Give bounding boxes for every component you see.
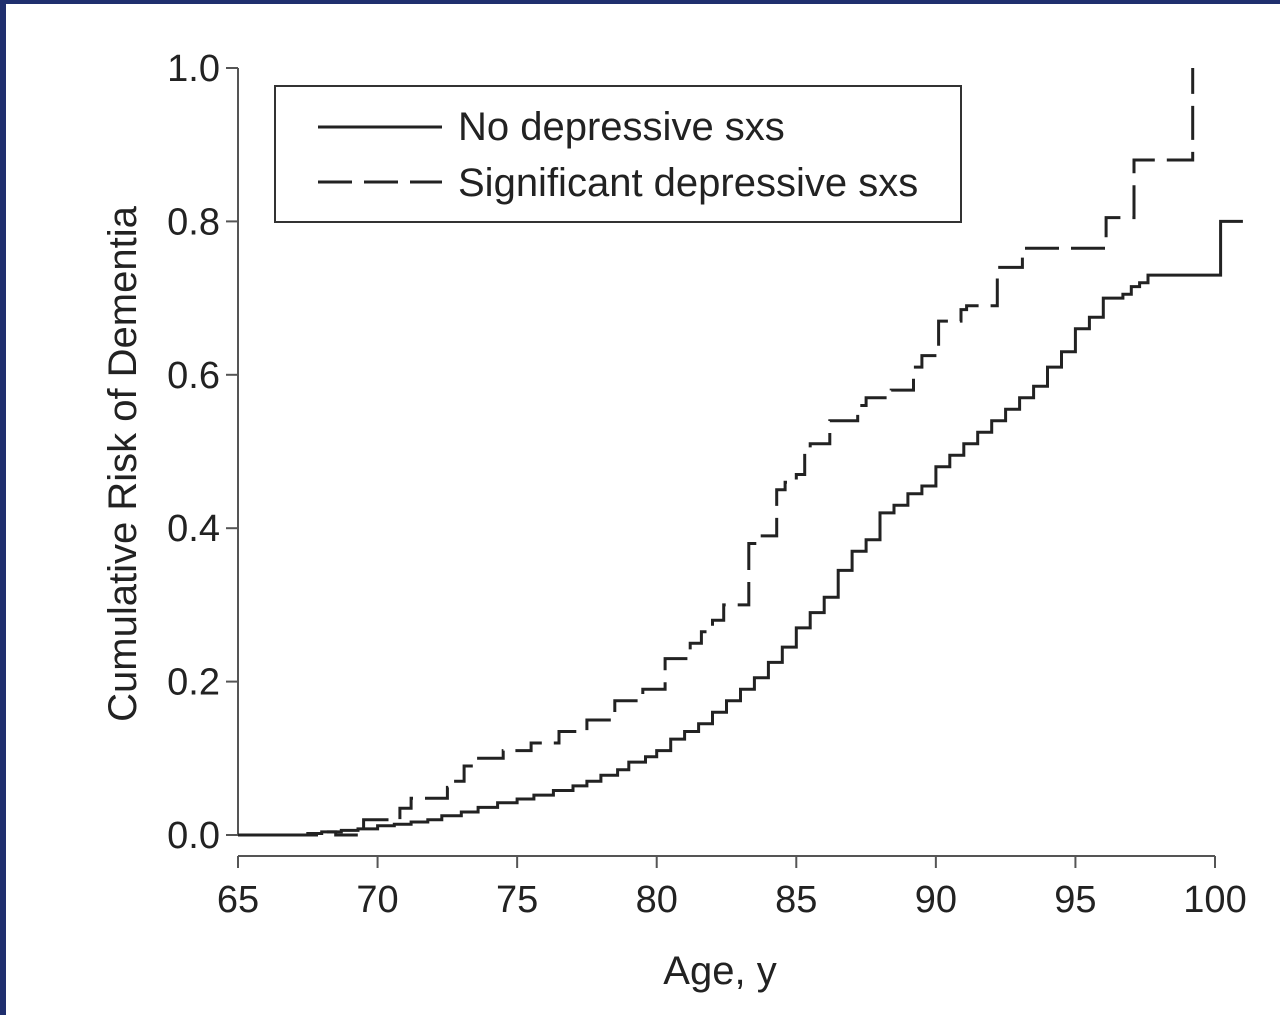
- series-layer: [238, 68, 1243, 837]
- axes: 0.0 0.2 0.4 0.6 0.8 1.0 65 70 75 80 85 90 95 100: [167, 48, 1247, 921]
- x-tick-label: 90: [915, 879, 957, 921]
- y-tick-label: 0.8: [167, 201, 220, 243]
- chart-panel: 0.0 0.2 0.4 0.6 0.8 1.0 65 70 75 80 85 90 95 100 No d…: [6, 4, 1280, 1015]
- legend-box: [274, 85, 962, 223]
- x-tick-label: 75: [496, 879, 538, 921]
- y-tick-label: 0.0: [167, 815, 220, 857]
- y-tick-label: 1.0: [167, 48, 220, 90]
- x-tick-label: 100: [1183, 879, 1246, 921]
- x-axis-title: Age, y: [663, 949, 776, 993]
- y-tick-label: 0.4: [167, 508, 220, 550]
- legend-label-significant-depressive: Significant depressive sxs: [458, 161, 918, 205]
- x-tick-label: 70: [356, 879, 398, 921]
- series-line-no-depressive: [238, 219, 1243, 837]
- y-axis-title: Cumulative Risk of Dementia: [101, 205, 145, 721]
- series-line-significant-depressive: [238, 68, 1195, 837]
- legend: No depressive sxs Significant depressive…: [274, 85, 962, 223]
- x-tick-label: 85: [775, 879, 817, 921]
- chart: 0.0 0.2 0.4 0.6 0.8 1.0 65 70 75 80 85 90 95 100 No d…: [101, 48, 1247, 993]
- x-tick-label: 65: [217, 879, 259, 921]
- y-tick-label: 0.6: [167, 355, 220, 397]
- legend-label-no-depressive: No depressive sxs: [458, 105, 785, 149]
- x-tick-label: 80: [636, 879, 678, 921]
- y-tick-label: 0.2: [167, 662, 220, 704]
- x-tick-label: 95: [1054, 879, 1096, 921]
